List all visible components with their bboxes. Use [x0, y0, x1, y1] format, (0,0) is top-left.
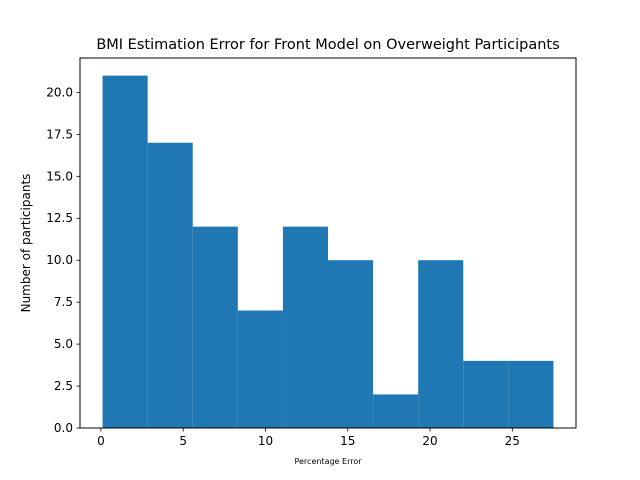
histogram-bar-5 — [282, 226, 328, 428]
histogram-bar-10 — [508, 360, 554, 428]
chart-title: BMI Estimation Error for Front Model on … — [96, 37, 559, 53]
histogram-bar-6 — [328, 260, 374, 428]
histogram-bar-1 — [102, 75, 148, 428]
x-axis-label: Percentage Error — [294, 457, 362, 466]
y-tick-label: 12.5 — [46, 211, 73, 225]
y-tick-label: 0.0 — [54, 421, 73, 435]
x-tick-label: 20 — [422, 434, 437, 448]
y-tick-label: 7.5 — [54, 295, 73, 309]
histogram-bar-9 — [463, 360, 509, 428]
x-tick-label: 15 — [340, 434, 355, 448]
y-tick-label: 10.0 — [46, 253, 73, 267]
x-tick-label: 5 — [179, 434, 187, 448]
y-tick-label: 5.0 — [54, 337, 73, 351]
y-tick-label: 15.0 — [46, 169, 73, 183]
y-axis-ticks: 0.0 2.5 5.0 7.5 10.0 12.5 15.0 17.5 20.0 — [46, 85, 80, 435]
x-tick-label: 10 — [258, 434, 273, 448]
x-axis-ticks: 0 5 10 15 20 25 — [97, 428, 520, 448]
y-tick-label: 17.5 — [46, 127, 73, 141]
histogram-bar-7 — [373, 394, 419, 428]
histogram-bar-4 — [237, 310, 283, 428]
x-tick-label: 0 — [97, 434, 105, 448]
histogram-bar-2 — [147, 142, 193, 428]
plot-frame — [79, 57, 577, 429]
bars-group — [102, 75, 554, 428]
y-tick-label: 2.5 — [54, 379, 73, 393]
histogram-bar-8 — [418, 260, 464, 428]
histogram-bar-3 — [192, 226, 238, 428]
y-tick-label: 20.0 — [46, 85, 73, 99]
y-axis-label: Number of participants — [19, 174, 33, 313]
x-tick-label: 25 — [505, 434, 520, 448]
